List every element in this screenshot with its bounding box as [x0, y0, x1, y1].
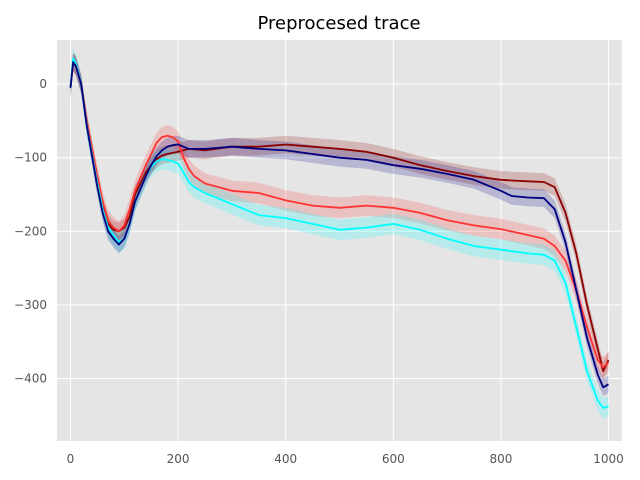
- series-lines: [69, 57, 610, 409]
- x-tick-label: 400: [274, 452, 297, 466]
- series-line: [69, 61, 610, 369]
- y-tick-label: −100: [14, 151, 47, 165]
- tick-labels: 0 200 400 600 800 1000 0 −100 −200 −300 −400: [14, 77, 624, 466]
- series-line: [69, 57, 609, 409]
- grid-lines: [57, 40, 622, 441]
- x-tick-label: 800: [489, 452, 512, 466]
- chart-title: Preprocesed trace: [257, 13, 420, 34]
- series-line: [69, 61, 609, 389]
- y-tick-label: −400: [14, 371, 47, 385]
- y-tick-label: −300: [14, 298, 47, 312]
- y-tick-label: 0: [39, 77, 47, 91]
- confidence-bands: [70, 48, 609, 419]
- confidence-band: [70, 48, 609, 419]
- x-tick-label: 200: [167, 452, 190, 466]
- plot-background: [57, 40, 622, 441]
- x-tick-label: 1000: [593, 452, 624, 466]
- x-tick-label: 600: [382, 452, 405, 466]
- y-tick-label: −200: [14, 224, 47, 238]
- x-tick-label: 0: [67, 452, 75, 466]
- confidence-band: [70, 51, 609, 378]
